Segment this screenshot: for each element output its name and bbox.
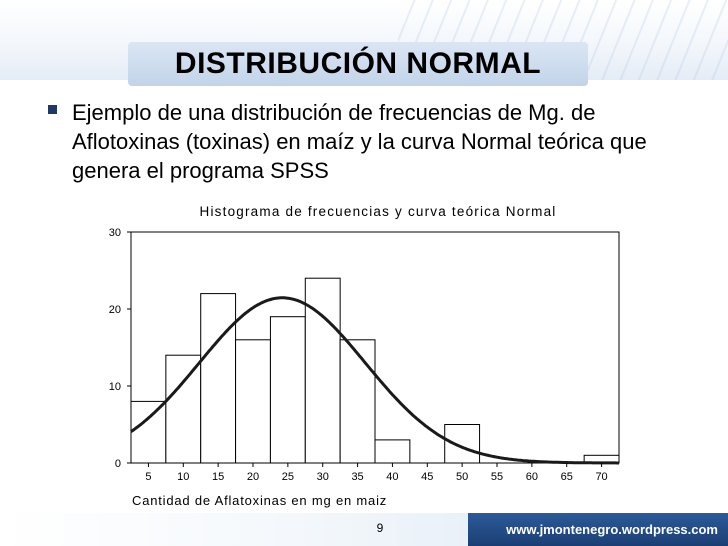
x-tick-label: 10 <box>177 471 189 483</box>
x-tick-label: 50 <box>456 471 468 483</box>
x-tick-label: 15 <box>212 471 224 483</box>
x-tick-label: 25 <box>282 471 294 483</box>
y-tick-label: 20 <box>109 304 121 316</box>
x-tick-label: 5 <box>145 471 151 483</box>
title-bar <box>128 42 588 86</box>
x-tick-label: 70 <box>595 471 607 483</box>
bullet-item: Ejemplo de una distribución de frecuenci… <box>48 98 688 196</box>
histogram-bar <box>200 293 237 464</box>
histogram-bar <box>165 354 202 464</box>
square-bullet-icon <box>48 105 57 114</box>
histogram-bar <box>235 339 271 464</box>
x-tick-label: 35 <box>351 471 363 483</box>
page-number: 9 <box>376 521 384 535</box>
histogram-bar <box>339 339 376 464</box>
y-tick-label: 10 <box>109 381 121 393</box>
histogram-bar <box>444 424 481 464</box>
slide-title: DISTRIBUCIÓN NORMAL <box>174 47 542 80</box>
x-tick-label: 65 <box>561 471 573 483</box>
y-tick-label: 0 <box>115 458 121 470</box>
histogram-bar <box>269 316 306 464</box>
normal-curve-line <box>130 296 619 465</box>
x-tick-label: 20 <box>247 471 259 483</box>
chart-title: Histograma de frecuencias y curva teóric… <box>200 204 557 219</box>
histogram-bar <box>374 439 411 464</box>
x-tick-label: 60 <box>526 471 538 483</box>
x-axis-label: Cantidad de Aflatoxinas en mg en maiz <box>132 493 387 508</box>
y-tick-label: 30 <box>109 227 121 239</box>
x-tick-label: 45 <box>421 471 433 483</box>
footer-bar <box>468 513 728 546</box>
x-tick-label: 30 <box>317 471 329 483</box>
website-link[interactable]: www.jmontenegro.wordpress.com <box>506 522 718 537</box>
bullet-text: Ejemplo de una distribución de frecuenci… <box>72 100 647 183</box>
histogram-bar <box>130 400 167 464</box>
x-tick-label: 55 <box>491 471 503 483</box>
x-tick-label: 40 <box>386 471 398 483</box>
